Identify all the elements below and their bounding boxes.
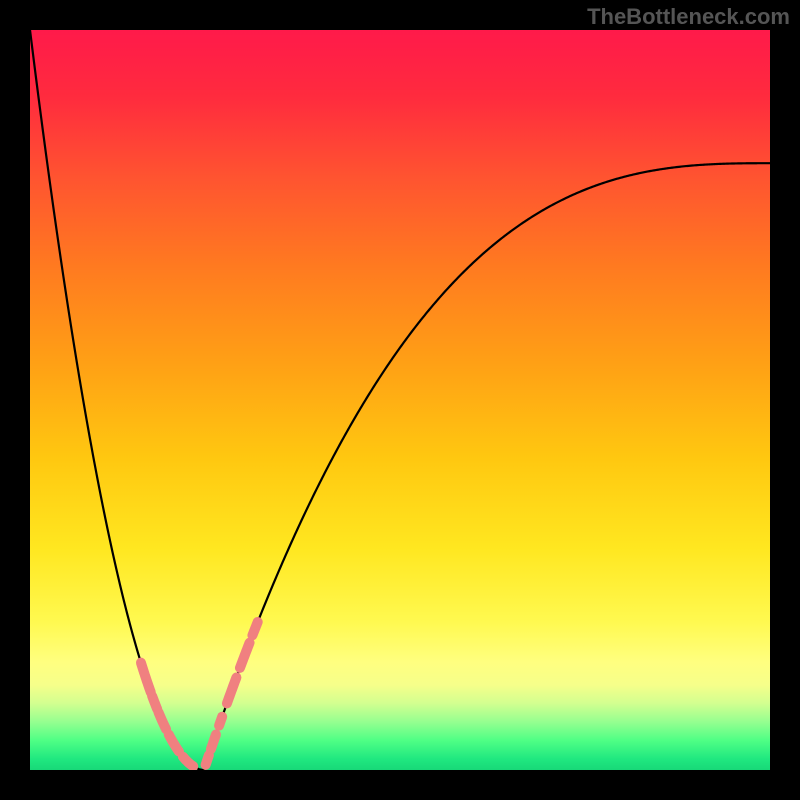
dash-segment: [145, 675, 151, 692]
bottleneck-chart: [0, 0, 800, 800]
dash-segment: [219, 717, 222, 726]
dash-segment: [152, 696, 157, 709]
chart-root: { "watermark": { "text": "TheBottleneck.…: [0, 0, 800, 800]
dash-segment: [252, 622, 257, 635]
dash-segment: [206, 755, 209, 765]
watermark-text: TheBottleneck.com: [587, 4, 790, 30]
dash-segment: [211, 734, 216, 749]
dash-segment: [158, 712, 166, 729]
